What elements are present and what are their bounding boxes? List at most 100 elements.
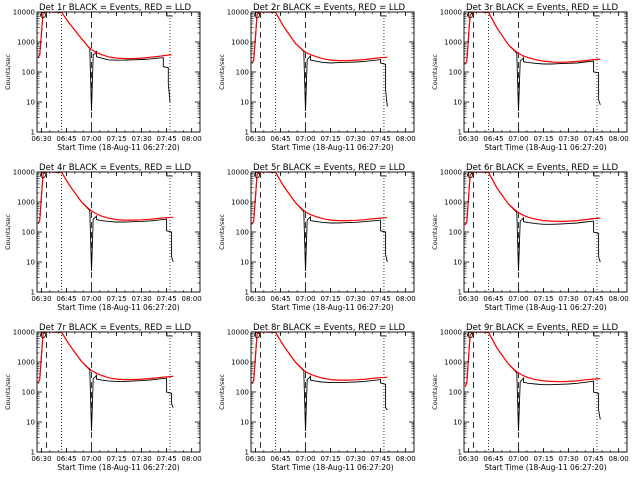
panel-title: Det 9r BLACK = Events, RED = LLD [466, 323, 618, 333]
x-tick-label: 07:00 [295, 295, 315, 303]
y-tick-label: 1 [31, 289, 35, 297]
y-axis-label: Counts/sec [4, 54, 12, 90]
detector-panel-9: Det 9r BLACK = Events, RED = LLD 1 10 100 10… [431, 323, 629, 472]
detector-panel-5: Det 5r BLACK = Events, RED = LLD 1 10 100 10… [218, 163, 416, 312]
y-tick-label: 1 [245, 449, 249, 457]
x-tick-label: 07:45 [584, 455, 604, 463]
top-marker-circle [467, 11, 474, 18]
x-tick-label: 07:00 [508, 455, 528, 463]
series-line-black [37, 12, 171, 112]
x-tick-label: 06:45 [483, 135, 503, 143]
y-axis-label: Counts/sec [4, 214, 12, 250]
y-tick-label: 100 [22, 69, 35, 77]
x-tick-label: 07:45 [157, 455, 177, 463]
x-axis-label: Start Time (18-Aug-11 06:27:20) [57, 463, 179, 472]
panel-title: Det 1r BLACK = Events, RED = LLD [39, 3, 191, 13]
x-tick-label: 07:15 [320, 455, 340, 463]
x-tick-label: 07:15 [533, 455, 553, 463]
x-tick-label: 07:30 [558, 455, 578, 463]
y-tick-label: 1000 [444, 359, 462, 367]
x-tick-label: 06:30 [458, 455, 478, 463]
x-tick-label: 06:45 [270, 135, 290, 143]
y-axis-label: Counts/sec [218, 214, 226, 250]
top-marker-circle [40, 331, 47, 338]
y-axis-label: Counts/sec [431, 214, 439, 250]
x-tick-label: 07:45 [584, 135, 604, 143]
x-tick-label: 07:45 [371, 455, 391, 463]
detector-panel-4: Det 4r BLACK = Events, RED = LLD 1 10 100 10… [4, 163, 202, 312]
x-tick-label: 07:00 [508, 295, 528, 303]
detector-panel-2: Det 2r BLACK = Events, RED = LLD 1 10 100 10… [218, 3, 416, 152]
x-tick-label: 06:30 [31, 135, 51, 143]
series-line-red [37, 332, 174, 384]
x-tick-label: 06:30 [245, 455, 265, 463]
y-tick-label: 10 [453, 419, 462, 427]
y-tick-label: 10 [26, 259, 35, 267]
panel-title: Det 8r BLACK = Events, RED = LLD [253, 323, 405, 333]
x-tick-label: 06:45 [56, 295, 76, 303]
y-tick-label: 1 [458, 289, 462, 297]
x-tick-label: 08:00 [182, 135, 202, 143]
detector-panel-7: Det 7r BLACK = Events, RED = LLD 1 10 100 10… [4, 323, 202, 472]
x-tick-label: 06:45 [483, 455, 503, 463]
top-marker-circle [467, 171, 474, 178]
y-tick-label: 100 [22, 389, 35, 397]
x-tick-label: 08:00 [609, 295, 629, 303]
panel-title: Det 3r BLACK = Events, RED = LLD [466, 3, 618, 13]
y-tick-label: 1000 [17, 199, 35, 207]
x-tick-label: 06:30 [245, 135, 265, 143]
x-tick-label: 08:00 [182, 295, 202, 303]
y-tick-label: 10000 [440, 329, 462, 337]
y-tick-label: 10 [240, 419, 249, 427]
y-tick-label: 10 [453, 259, 462, 267]
y-tick-label: 1 [245, 289, 249, 297]
y-tick-label: 10 [26, 419, 35, 427]
x-tick-label: 07:45 [371, 295, 391, 303]
y-tick-label: 1000 [231, 359, 249, 367]
series-line-black [37, 172, 174, 272]
x-tick-label: 07:15 [533, 295, 553, 303]
x-tick-label: 06:45 [56, 455, 76, 463]
x-tick-label: 07:30 [345, 455, 365, 463]
y-axis-label: Counts/sec [4, 374, 12, 410]
top-marker-circle [40, 171, 47, 178]
detector-panel-3: Det 3r BLACK = Events, RED = LLD 1 10 100 10… [431, 3, 629, 152]
x-tick-label: 08:00 [182, 455, 202, 463]
x-tick-label: 06:45 [270, 295, 290, 303]
panel-title: Det 7r BLACK = Events, RED = LLD [39, 323, 191, 333]
y-tick-label: 100 [236, 389, 249, 397]
x-tick-label: 07:15 [320, 135, 340, 143]
x-tick-label: 08:00 [396, 455, 416, 463]
series-line-black [251, 12, 388, 112]
detector-panel-6: Det 6r BLACK = Events, RED = LLD 1 10 100 10… [431, 163, 629, 312]
y-tick-label: 10 [453, 99, 462, 107]
series-line-red [37, 172, 174, 224]
y-tick-label: 1000 [444, 39, 462, 47]
y-tick-label: 1000 [231, 39, 249, 47]
x-tick-label: 07:30 [131, 295, 151, 303]
x-tick-label: 07:45 [157, 295, 177, 303]
y-tick-label: 10000 [227, 9, 249, 17]
x-axis-label: Start Time (18-Aug-11 06:27:20) [271, 143, 393, 152]
y-tick-label: 1 [31, 449, 35, 457]
y-tick-label: 1 [31, 129, 35, 137]
y-tick-label: 1000 [17, 39, 35, 47]
x-tick-label: 07:15 [106, 295, 126, 303]
y-tick-label: 100 [449, 69, 462, 77]
series-line-red [251, 332, 388, 384]
x-axis-label: Start Time (18-Aug-11 06:27:20) [484, 303, 606, 312]
x-tick-label: 07:00 [81, 455, 101, 463]
y-tick-label: 1000 [231, 199, 249, 207]
y-tick-label: 100 [22, 229, 35, 237]
series-line-black [464, 332, 601, 432]
y-tick-label: 10000 [13, 9, 35, 17]
x-tick-label: 07:30 [558, 135, 578, 143]
x-tick-label: 06:45 [56, 135, 76, 143]
x-tick-label: 06:30 [458, 135, 478, 143]
y-tick-label: 100 [449, 229, 462, 237]
x-tick-label: 06:45 [270, 455, 290, 463]
x-axis-label: Start Time (18-Aug-11 06:27:20) [271, 303, 393, 312]
series-line-black [464, 12, 601, 112]
y-tick-label: 10000 [13, 329, 35, 337]
y-tick-label: 100 [236, 229, 249, 237]
